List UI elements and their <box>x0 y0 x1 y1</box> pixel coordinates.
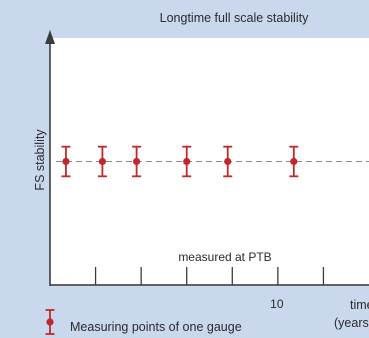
legend-marker-symbol <box>45 309 55 335</box>
y-axis-arrow <box>45 30 55 44</box>
data-point-6 <box>289 145 299 178</box>
x-axis-label: time <box>350 298 369 312</box>
data-point-5 <box>223 145 233 178</box>
data-points <box>61 145 299 178</box>
data-point-1 <box>61 145 71 178</box>
legend-marker <box>45 309 55 335</box>
annotation-measured-at-ptb: measured at PTB <box>178 250 271 264</box>
legend: Measuring points of one gauge <box>45 309 242 335</box>
data-point-2 <box>97 145 107 178</box>
x-ticks <box>94 267 325 285</box>
x-axis-unit: (years) <box>334 316 369 330</box>
chart-title: Longtime full scale stability <box>160 11 309 25</box>
y-axis-label: FS stability <box>33 129 47 191</box>
x-tick-label-10: 10 <box>270 297 284 311</box>
legend-label: Measuring points of one gauge <box>70 320 242 334</box>
data-point-4 <box>182 145 192 178</box>
data-point-3 <box>132 145 142 178</box>
